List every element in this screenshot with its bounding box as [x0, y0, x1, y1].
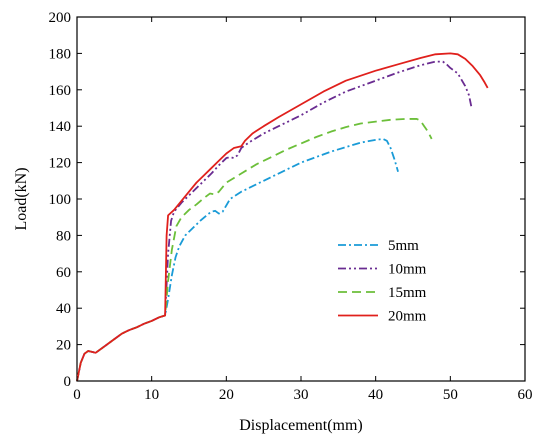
ticks-layer: 0 10 20 30 40 50 60 0 20 40 60 80 100 120 140 160 180 200	[49, 10, 533, 403]
y-axis-label: Load(kN)	[13, 167, 30, 230]
y-tick-label: 100	[49, 192, 72, 208]
y-tick-label: 120	[49, 156, 72, 172]
y-tick-label: 160	[49, 83, 72, 99]
series-line-20mm	[76, 52, 489, 382]
x-tick-label: 0	[73, 387, 81, 403]
legend: 5mm 10mm 15mm 20mm	[338, 238, 427, 325]
y-tick-label: 40	[56, 301, 71, 317]
plot-frame	[76, 16, 526, 382]
y-tick-label: 60	[56, 265, 71, 281]
legend-label-15mm: 15mm	[388, 285, 427, 301]
series-line-15mm	[76, 118, 433, 382]
y-tick-label: 140	[49, 119, 72, 135]
series-layer	[76, 52, 489, 382]
x-axis-label: Displacement(mm)	[239, 417, 363, 434]
x-tick-label: 30	[294, 387, 309, 403]
x-tick-label: 40	[368, 387, 383, 403]
x-tick-label: 20	[219, 387, 234, 403]
y-tick-label: 80	[56, 228, 71, 244]
x-tick-label: 60	[518, 387, 533, 403]
y-tick-label: 200	[49, 10, 72, 26]
legend-label-20mm: 20mm	[388, 309, 427, 325]
plot-area-border	[76, 16, 526, 382]
x-tick-label: 10	[144, 387, 159, 403]
legend-label-5mm: 5mm	[388, 238, 419, 254]
series-line-5mm	[76, 138, 399, 382]
y-tick-label: 180	[49, 46, 72, 62]
x-tick-label: 50	[443, 387, 458, 403]
legend-label-10mm: 10mm	[388, 262, 427, 278]
series-line-10mm	[76, 60, 473, 382]
y-tick-label: 20	[56, 338, 71, 354]
y-tick-label: 0	[64, 374, 72, 390]
